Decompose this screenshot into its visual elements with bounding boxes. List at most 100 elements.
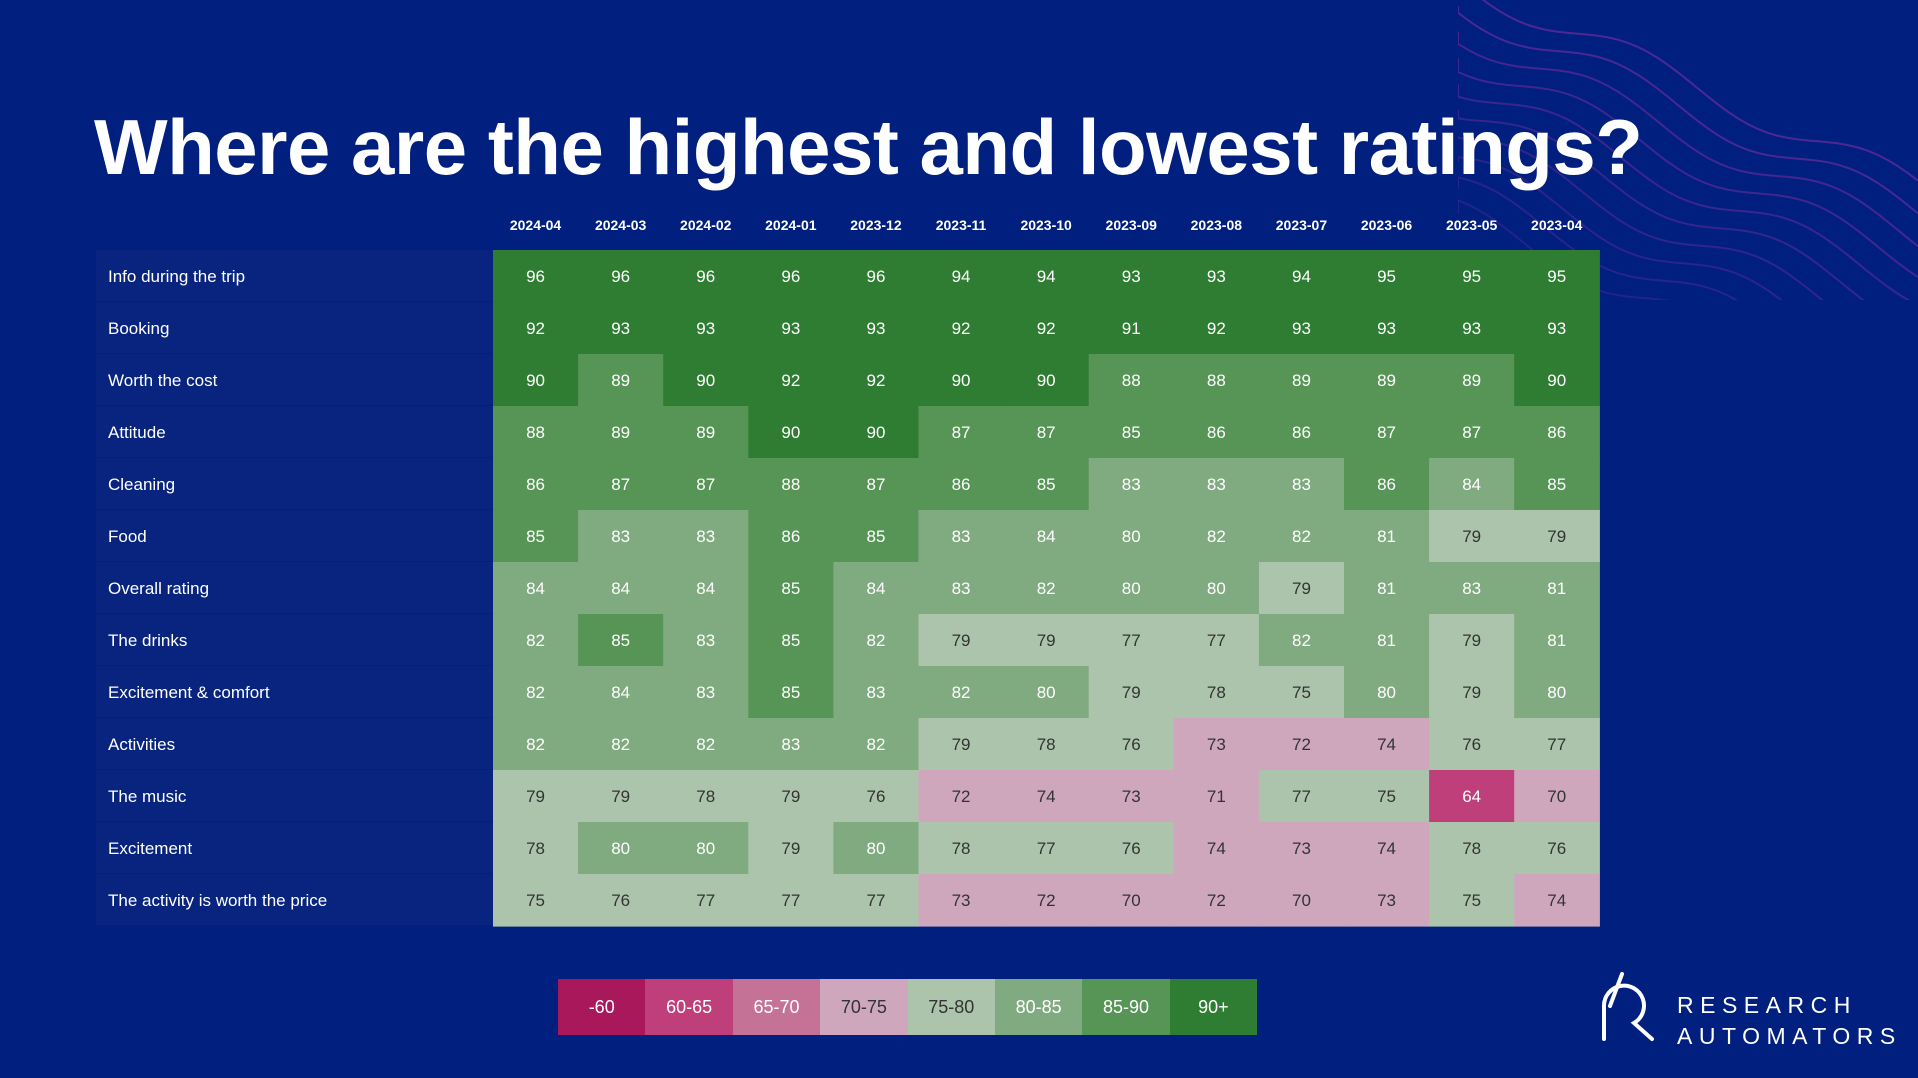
heatmap-cell [1173, 562, 1260, 615]
heatmap-cell [748, 250, 834, 303]
heatmap-cell [493, 718, 579, 771]
cell-value: 95 [1462, 267, 1481, 286]
row-label: Overall rating [108, 579, 209, 598]
cell-value: 72 [1292, 735, 1311, 754]
heatmap-cell [1088, 770, 1175, 823]
heatmap-cell [493, 874, 579, 927]
cell-value: 82 [866, 735, 885, 754]
heatmap-cell [918, 614, 1005, 667]
cell-value: 82 [526, 683, 545, 702]
cell-value: 85 [781, 631, 800, 650]
cell-value: 84 [611, 579, 630, 598]
cell-value: 89 [1292, 371, 1311, 390]
cell-value: 76 [1547, 839, 1566, 858]
cell-value: 80 [1377, 683, 1396, 702]
heatmap-cell [748, 770, 834, 823]
cell-value: 83 [696, 683, 715, 702]
cell-value: 84 [866, 579, 885, 598]
heatmap-cell [1429, 666, 1515, 719]
heatmap-cell [663, 406, 749, 459]
heatmap-cell [1344, 458, 1430, 511]
heatmap-cell [1173, 406, 1260, 459]
heatmap-cell [1258, 250, 1345, 303]
cell-value: 83 [952, 579, 971, 598]
heatmap-cell [578, 666, 664, 719]
cell-value: 85 [1547, 475, 1566, 494]
heatmap-cell [1344, 718, 1430, 771]
heatmap-cell [493, 406, 579, 459]
cell-value: 80 [1207, 579, 1226, 598]
heatmap-cell [1344, 822, 1430, 875]
row-label: Booking [108, 319, 169, 338]
column-header: 2024-03 [595, 217, 647, 233]
cell-value: 90 [952, 371, 971, 390]
heatmap-cell [1429, 250, 1515, 303]
heatmap-cell [1088, 614, 1175, 667]
cell-value: 87 [952, 423, 971, 442]
heatmap-cell [1173, 614, 1260, 667]
heatmap-cell [1003, 874, 1090, 927]
heatmap-cell [1514, 302, 1600, 355]
cell-value: 74 [1547, 891, 1566, 910]
heatmap-cell [1429, 770, 1515, 823]
brand-line-1: RESEARCH [1677, 992, 1857, 1018]
cell-value: 79 [1462, 527, 1481, 546]
heatmap-cell [1088, 822, 1175, 875]
heatmap-cell [748, 874, 834, 927]
heatmap-cell [748, 614, 834, 667]
cell-value: 82 [696, 735, 715, 754]
cell-value: 85 [781, 579, 800, 598]
legend-item: 70-75 [820, 979, 908, 1035]
row-label-band [96, 354, 493, 405]
cell-value: 79 [1037, 631, 1056, 650]
heatmap-cell [748, 510, 834, 563]
heatmap-cell [918, 302, 1005, 355]
column-header: 2024-04 [510, 217, 562, 233]
row-label: Activities [108, 735, 175, 754]
heatmap-cell [1003, 718, 1090, 771]
cell-value: 93 [781, 319, 800, 338]
heatmap-cell [1258, 354, 1345, 407]
heatmap-cell [918, 510, 1005, 563]
heatmap-cell [1003, 250, 1090, 303]
cell-value: 80 [866, 839, 885, 858]
heatmap-cell [493, 510, 579, 563]
cell-value: 90 [696, 371, 715, 390]
cell-value: 74 [1377, 735, 1396, 754]
column-header: 2023-05 [1446, 217, 1498, 233]
cell-value: 86 [1547, 423, 1566, 442]
heatmap-cell [1003, 822, 1090, 875]
heatmap-cell [1258, 562, 1345, 615]
wave-line [1481, 0, 1918, 182]
cell-value: 93 [1292, 319, 1311, 338]
row-label-band [96, 770, 493, 821]
cell-value: 87 [696, 475, 715, 494]
cell-value: 93 [866, 319, 885, 338]
brand-name: RESEARCH AUTOMATORS [1677, 990, 1902, 1052]
cell-value: 79 [952, 735, 971, 754]
heatmap-cell [663, 458, 749, 511]
cell-value: 73 [1207, 735, 1226, 754]
heatmap-cell [1258, 458, 1345, 511]
heatmap-cell [493, 614, 579, 667]
cell-value: 88 [781, 475, 800, 494]
cell-value: 87 [611, 475, 630, 494]
heatmap-cell [1258, 666, 1345, 719]
heatmap-cell [1344, 562, 1430, 615]
cell-value: 84 [526, 579, 545, 598]
heatmap-cell [1003, 354, 1090, 407]
cell-value: 87 [1037, 423, 1056, 442]
heatmap-cell [1429, 510, 1515, 563]
legend-item: 60-65 [645, 979, 733, 1035]
heatmap-cell [1173, 770, 1260, 823]
heatmap-cell [663, 562, 749, 615]
heatmap-cell [918, 718, 1005, 771]
cell-value: 73 [1292, 839, 1311, 858]
heatmap-cell [578, 562, 664, 615]
cell-value: 77 [1292, 787, 1311, 806]
heatmap-cell [1173, 354, 1260, 407]
cell-value: 78 [1462, 839, 1481, 858]
heatmap-cell [1429, 562, 1515, 615]
cell-value: 90 [781, 423, 800, 442]
wave-line [1458, 199, 1671, 300]
